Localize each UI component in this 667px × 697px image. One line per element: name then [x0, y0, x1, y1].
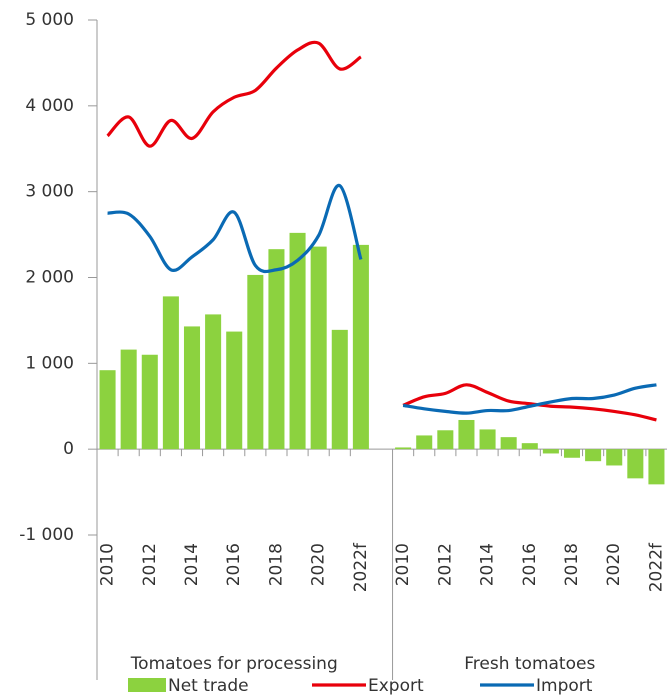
y-tick-label: 3 000 — [25, 182, 74, 202]
bar — [542, 449, 559, 454]
y-tick-label: 2 000 — [25, 268, 74, 288]
x-tick-label: 2010 — [98, 543, 118, 586]
x-tick-label: 2018 — [266, 543, 286, 586]
bar — [395, 447, 412, 450]
bar — [606, 449, 623, 466]
bar — [352, 244, 369, 450]
x-tick-label: 2010 — [393, 543, 413, 586]
x-tick-label: 2018 — [562, 543, 582, 586]
line — [402, 383, 657, 415]
bar — [289, 232, 306, 450]
legend-label: Export — [368, 676, 424, 696]
bar — [162, 296, 179, 450]
x-tick-label: 2022f — [646, 542, 666, 592]
x-tick-label: 2016 — [520, 543, 540, 586]
line — [107, 184, 363, 274]
bar — [99, 370, 116, 450]
bar — [183, 326, 201, 450]
bar — [268, 249, 285, 450]
bar — [648, 449, 665, 485]
bar — [416, 435, 433, 450]
bar — [226, 331, 243, 450]
group-label: Tomatoes for processing — [130, 654, 338, 674]
bar — [310, 246, 327, 450]
y-tick-label: 0 — [63, 439, 74, 459]
bar — [479, 429, 496, 450]
y-tick-label: 5 000 — [25, 10, 74, 30]
bar — [141, 354, 158, 450]
legend-swatch — [128, 678, 166, 692]
line — [402, 383, 657, 422]
bar — [585, 449, 602, 462]
bar — [521, 443, 538, 450]
bar — [563, 449, 581, 458]
bar — [500, 437, 517, 450]
bar — [247, 274, 264, 450]
x-tick-label: 2014 — [478, 543, 498, 586]
legend-label: Import — [536, 676, 593, 696]
bar — [458, 419, 475, 450]
x-tick-label: 2020 — [604, 543, 624, 586]
x-tick-label: 2012 — [140, 543, 160, 586]
line — [106, 40, 362, 148]
x-tick-label: 2014 — [182, 543, 202, 586]
y-tick-label: -1 000 — [19, 525, 74, 545]
bar — [120, 349, 137, 450]
y-tick-label: 4 000 — [25, 96, 74, 116]
bar — [331, 329, 348, 450]
x-tick-label: 2016 — [224, 543, 244, 586]
x-tick-label: 2022f — [351, 542, 371, 592]
x-tick-label: 2020 — [309, 543, 329, 586]
legend-label: Net trade — [168, 676, 249, 696]
group-label: Fresh tomatoes — [464, 654, 595, 674]
x-tick-label: 2012 — [435, 543, 455, 586]
bar — [437, 430, 454, 450]
y-tick-label: 1 000 — [25, 353, 74, 373]
bar — [627, 449, 644, 479]
bar — [205, 314, 222, 450]
